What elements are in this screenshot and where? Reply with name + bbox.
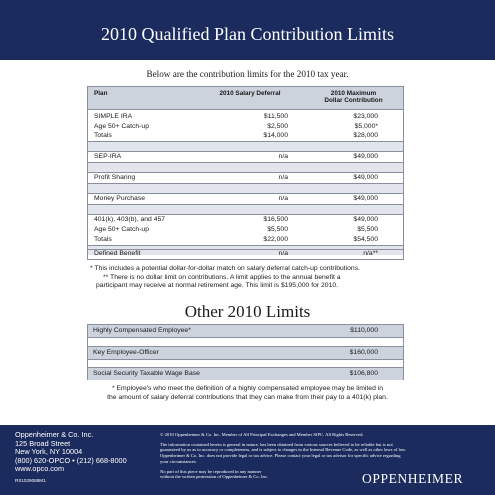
table-row: Totals $22,000 $54,500 bbox=[94, 236, 378, 243]
contribution-limits-table: Plan 2010 Salary Deferral 2010 Maximum D… bbox=[87, 86, 404, 260]
header-max-contribution: 2010 Maximum Dollar Contribution bbox=[324, 90, 383, 105]
table-row: Totals $14,000 $28,000 bbox=[94, 132, 378, 139]
other-limits-title: Other 2010 Limits bbox=[184, 302, 311, 321]
website-link[interactable]: www.opco.com bbox=[15, 464, 65, 474]
company-name: Oppenheimer & Co. Inc. bbox=[15, 430, 94, 439]
row-separator bbox=[88, 246, 403, 255]
intro-text: Below are the contribution limits for th… bbox=[146, 69, 349, 79]
table-row: Profit Sharing n/a $49,000 bbox=[94, 174, 378, 181]
footer: Oppenheimer & Co. Inc. 125 Broad Street … bbox=[0, 425, 495, 495]
table-row: Age 50+ Catch-up $2,500 $5,000* bbox=[94, 123, 378, 130]
row-separator bbox=[88, 142, 403, 151]
row-separator bbox=[88, 163, 403, 172]
header-salary-deferral: 2010 Salary Deferral bbox=[219, 90, 281, 97]
table-row: 401(k), 403(b), and 457 $16,500 $49,000 bbox=[94, 216, 378, 223]
table-row: Key Employee-Officer $160,000 bbox=[88, 347, 403, 359]
street: 125 Broad Street bbox=[15, 438, 71, 448]
table-row: Age 50+ Catch-up $5,500 $5,500 bbox=[94, 226, 378, 233]
table-header: Plan 2010 Salary Deferral 2010 Maximum D… bbox=[88, 87, 403, 109]
document-code: RS1029088M1 bbox=[15, 478, 46, 483]
table-row: Social Security Taxable Wage Base $106,8… bbox=[88, 368, 403, 380]
row-separator bbox=[88, 205, 403, 214]
table-row: Highly Compensated Employee* $110,000 bbox=[88, 325, 403, 337]
page-title: 2010 Qualified Plan Contribution Limits bbox=[101, 24, 394, 44]
phone: (800) 620-OPCO • (212) 668-8000 bbox=[15, 455, 127, 465]
legal-disclaimer: © 2010 Oppenheimer & Co. Inc. Member of … bbox=[160, 432, 407, 480]
table-row: SIMPLE IRA $11,500 $23,000 bbox=[94, 113, 378, 120]
table-row: Defined Benefit n/a n/a** bbox=[94, 250, 378, 257]
header-banner: 2010 Qualified Plan Contribution Limits bbox=[0, 0, 495, 60]
table-row: SEP-IRA n/a $49,000 bbox=[94, 153, 378, 160]
footnote-hce: * Employee's who meet the definition of … bbox=[107, 385, 388, 401]
oppenheimer-logo: OPPENHEIMER bbox=[362, 471, 464, 486]
footnote-contribution: * This includes a potential dollar-for-d… bbox=[90, 265, 360, 289]
header-plan: Plan bbox=[94, 90, 108, 97]
other-limits-table: Highly Compensated Employee* $110,000 Ke… bbox=[87, 324, 404, 380]
row-separator bbox=[88, 184, 403, 193]
company-address: Oppenheimer & Co. Inc. 125 Broad Street … bbox=[15, 430, 127, 474]
table-row: Money Purchase n/a $49,000 bbox=[94, 195, 378, 202]
city: New York, NY 10004 bbox=[15, 447, 83, 457]
